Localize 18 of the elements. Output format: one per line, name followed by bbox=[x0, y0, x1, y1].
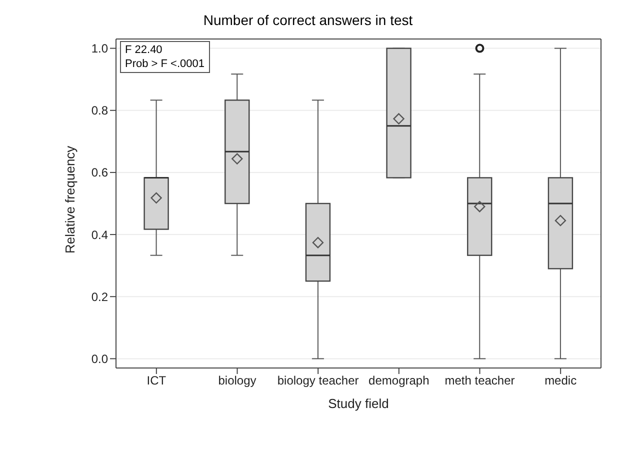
x-tick-label: ICT bbox=[146, 374, 167, 388]
chart-title: Number of correct answers in test bbox=[202, 12, 414, 28]
y-tick-label: 0.8 bbox=[91, 104, 108, 118]
y-tick-label: 1.0 bbox=[91, 42, 108, 56]
x-tick-label: demograph bbox=[368, 374, 430, 388]
annotation: Prob > F <.0001 bbox=[125, 57, 204, 71]
y-axis-title: Relative frequency bbox=[62, 145, 78, 254]
y-tick-label: 0.2 bbox=[91, 290, 108, 304]
y-tick-label: 0.0 bbox=[91, 352, 108, 366]
annotation: F 22.40 bbox=[125, 43, 164, 57]
x-tick-label: biology teacher bbox=[277, 374, 359, 388]
x-tick-label: medic bbox=[544, 374, 577, 388]
stats-box: F 22.40 Prob > F <.0001 bbox=[120, 41, 210, 73]
y-tick-label: 0.6 bbox=[91, 166, 108, 180]
x-tick-label: meth teacher bbox=[444, 374, 515, 388]
x-tick-label: biology bbox=[218, 374, 256, 388]
x-axis-title: Study field bbox=[328, 396, 389, 411]
y-tick-label: 0.4 bbox=[91, 228, 108, 242]
